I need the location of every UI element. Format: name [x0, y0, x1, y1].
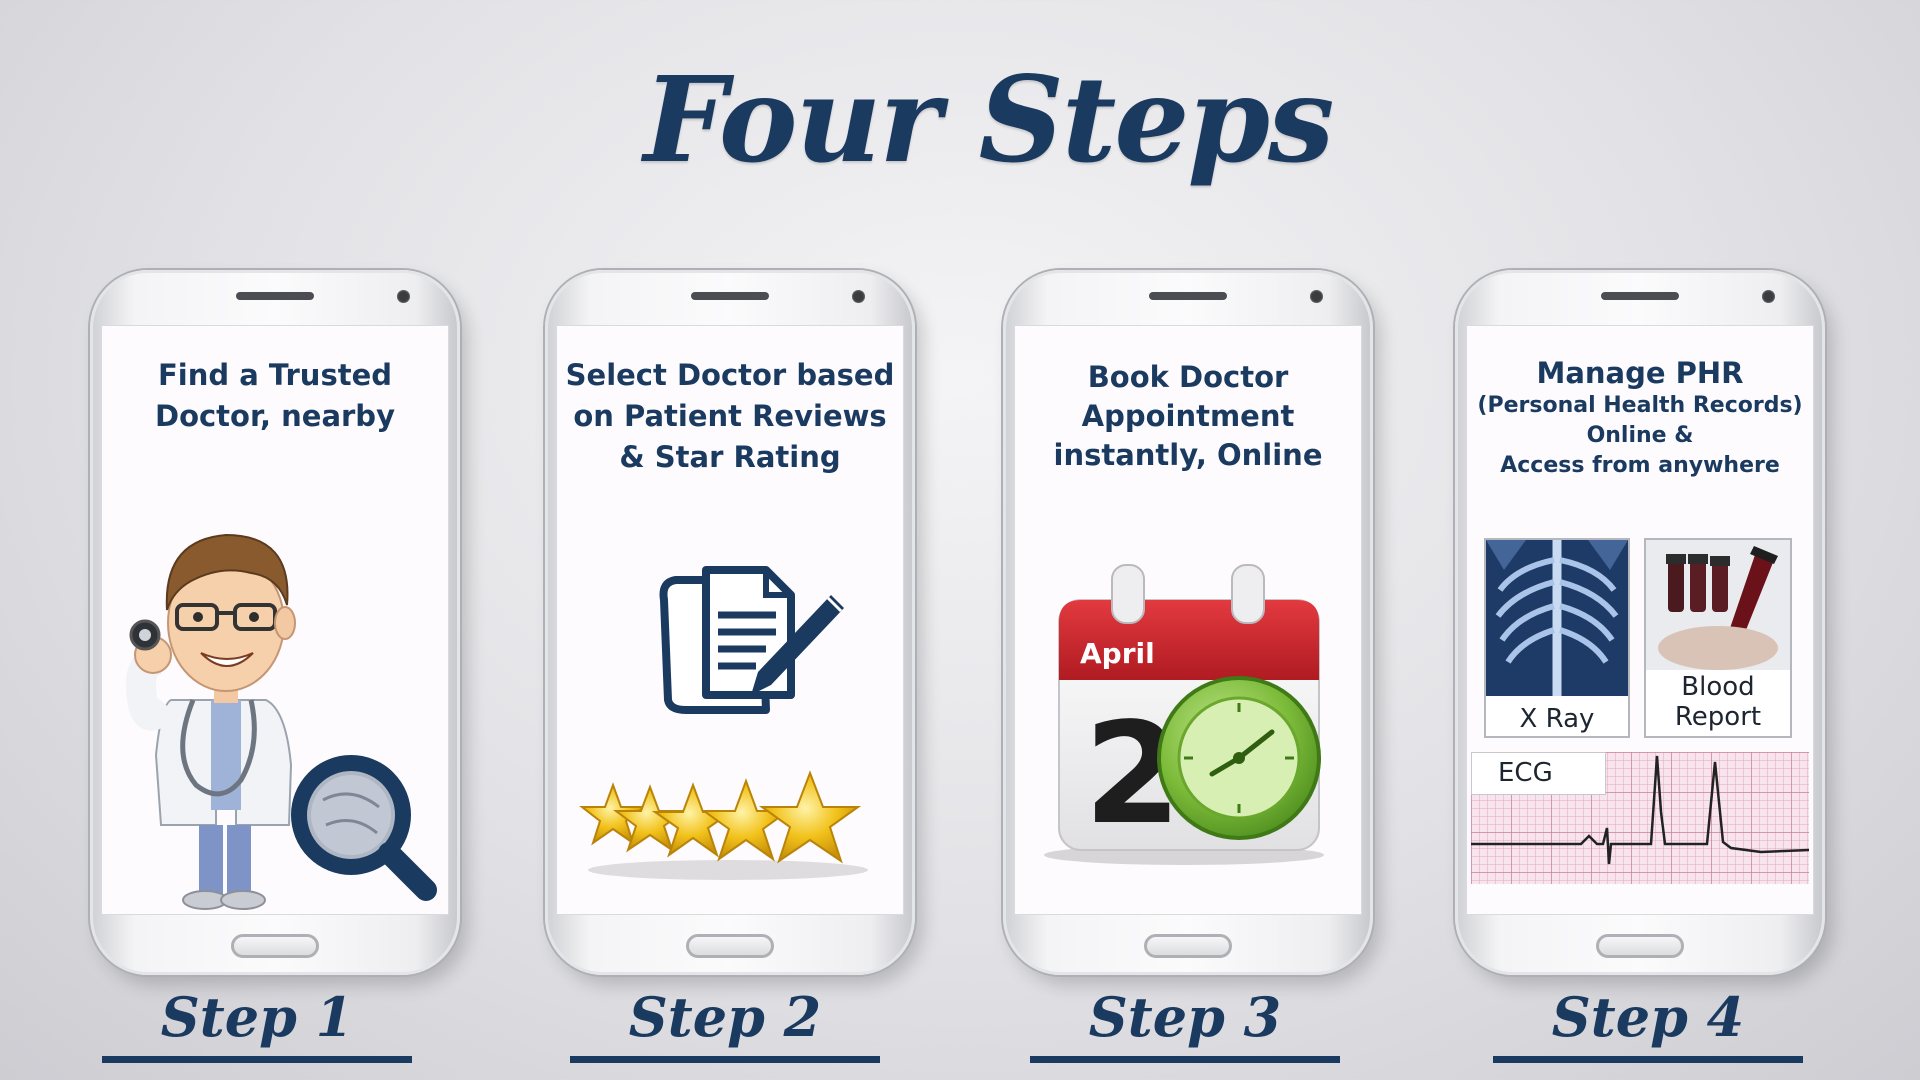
- blood-report-caption-line: Blood: [1681, 672, 1755, 702]
- blood-report-caption-line: Report: [1674, 702, 1762, 732]
- home-button: [686, 934, 774, 958]
- step-4-underline: [1493, 1056, 1803, 1063]
- blood-report-tile: Blood Report: [1644, 538, 1792, 738]
- xray-image: [1486, 540, 1628, 696]
- phone-camera: [1762, 290, 1775, 303]
- phone-speaker: [1601, 292, 1679, 300]
- screen-title-line: (Personal Health Records): [1477, 393, 1803, 418]
- screen-title: Select Doctor based on Patient Reviews &…: [556, 355, 904, 478]
- blood-report-caption: Blood Report: [1646, 672, 1790, 732]
- screen-title: Manage PHR (Personal Health Records) Onl…: [1466, 355, 1814, 481]
- ecg-graph-image: [1471, 752, 1809, 884]
- five-star-icon: [579, 770, 868, 880]
- screen-title-line: Doctor, nearby: [155, 399, 395, 433]
- phone-screen: Find a Trusted Doctor, nearby: [101, 325, 449, 915]
- phone-screen: Manage PHR (Personal Health Records) Onl…: [1466, 325, 1814, 915]
- home-button: [1144, 934, 1232, 958]
- phone-step-1: Find a Trusted Doctor, nearby: [90, 270, 460, 975]
- xray-tile: X Ray: [1484, 538, 1630, 738]
- screen-title-line: Select Doctor based: [565, 358, 895, 392]
- phone-step-4: Manage PHR (Personal Health Records) Onl…: [1455, 270, 1825, 975]
- phone-camera: [1310, 290, 1323, 303]
- phone-camera: [397, 290, 410, 303]
- step-2-underline: [570, 1056, 880, 1063]
- step-1-label: Step 1: [160, 985, 354, 1049]
- screen-title-line: Appointment: [1081, 399, 1295, 433]
- phone-camera: [852, 290, 865, 303]
- phone-step-3: Book Doctor Appointment instantly, Onlin…: [1003, 270, 1373, 975]
- document-pencil-icon: [659, 566, 844, 714]
- ecg-tile: ECG: [1471, 752, 1809, 884]
- phone-speaker: [236, 292, 314, 300]
- blood-tube-image: [1646, 540, 1790, 670]
- screen-title-line: & Star Rating: [619, 440, 841, 474]
- phone-screen: Select Doctor based on Patient Reviews &…: [556, 325, 904, 915]
- phone-screen: Book Doctor Appointment instantly, Onlin…: [1014, 325, 1362, 915]
- doctor-with-magnifier-icon: [125, 533, 437, 910]
- step-4-label: Step 4: [1551, 985, 1745, 1049]
- screen-title-line: Book Doctor: [1087, 360, 1289, 394]
- page-title: Four Steps: [643, 50, 1335, 189]
- screen-title-line: instantly, Online: [1053, 438, 1323, 472]
- screen-title: Find a Trusted Doctor, nearby: [101, 355, 449, 437]
- screen-title: Book Doctor Appointment instantly, Onlin…: [1014, 358, 1362, 475]
- ecg-caption: ECG: [1471, 752, 1606, 795]
- phone-speaker: [1149, 292, 1227, 300]
- calendar-month: April: [1080, 637, 1155, 670]
- home-button: [231, 934, 319, 958]
- calendar-clock-icon: April 2: [1044, 564, 1324, 865]
- screen-title-line: Find a Trusted: [157, 358, 392, 392]
- screen-title-line: Access from anywhere: [1500, 453, 1780, 478]
- screen-title-line: on Patient Reviews: [573, 399, 887, 433]
- step-2-label: Step 2: [628, 985, 822, 1049]
- screen-title-line: Online &: [1586, 423, 1694, 448]
- step-1-underline: [102, 1056, 412, 1063]
- xray-caption: X Ray: [1519, 704, 1595, 734]
- phone-speaker: [691, 292, 769, 300]
- step-3-label: Step 3: [1088, 985, 1282, 1049]
- step-3-underline: [1030, 1056, 1340, 1063]
- screen-title-line: Manage PHR: [1536, 356, 1744, 390]
- phone-step-2: Select Doctor based on Patient Reviews &…: [545, 270, 915, 975]
- home-button: [1596, 934, 1684, 958]
